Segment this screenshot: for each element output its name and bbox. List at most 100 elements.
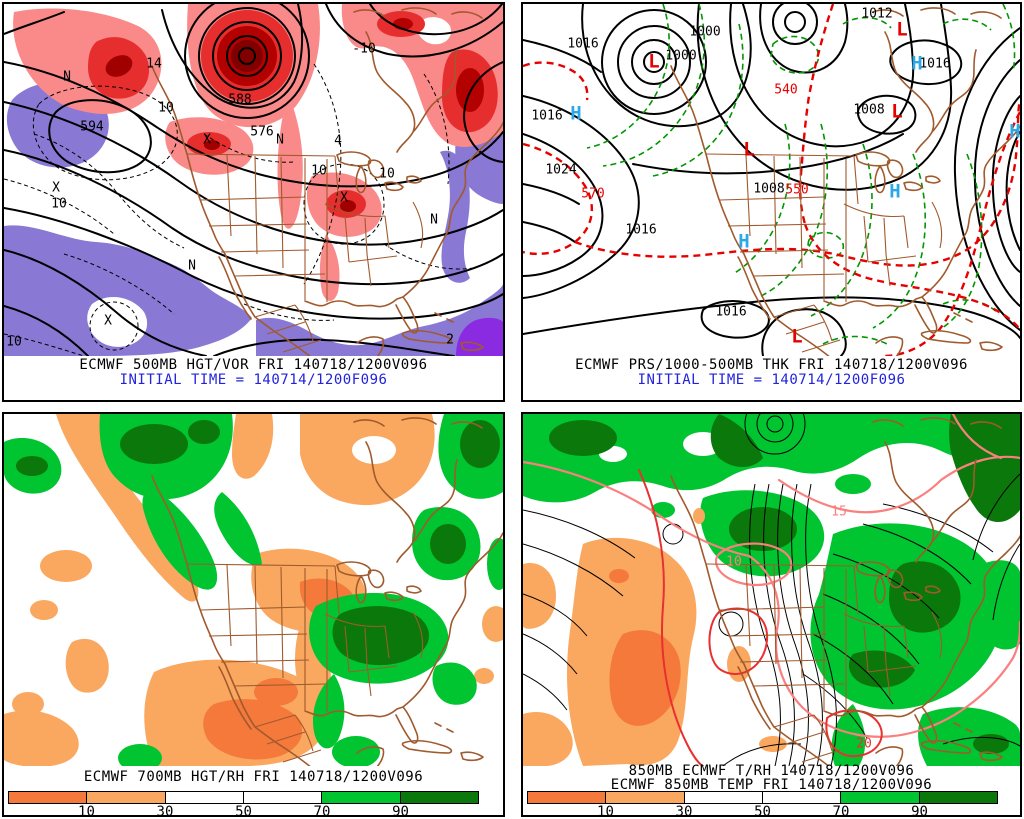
contour-label: X <box>203 132 211 148</box>
map-700mb-hgt-rh <box>4 414 503 766</box>
map-labels-layer-700mb <box>4 414 503 766</box>
contour-label: 1016 <box>625 222 657 238</box>
map-labels-layer-prs: 1016 1000 1000 1012 1016 1008 1024 1016 1016 1008… <box>523 4 1020 356</box>
caption-700mb-forecast: ECMWF 700MB HGT/RH FRI 140718/1200V096 <box>83 769 424 785</box>
contour-label: N <box>188 258 196 274</box>
contour-label: 588 <box>228 92 252 108</box>
contour-label: 1012 <box>861 6 893 22</box>
colorbar-segment <box>684 792 763 803</box>
contour-label: 15 <box>831 504 847 520</box>
contour-label: N <box>276 132 284 148</box>
contour-label: -10 <box>352 41 376 57</box>
colorbar-tick-label: 90 <box>392 804 409 817</box>
map-labels-layer-850mb: 10 15 20 <box>523 414 1020 766</box>
colorbar-tick-label: 10 <box>597 804 614 817</box>
height-contour-layer <box>523 414 1020 766</box>
panel-700mb-hgt-rh: ECMWF 700MB HGT/RH FRI 140718/1200V096 1… <box>2 412 505 817</box>
low-pressure-symbol: L <box>896 18 908 41</box>
high-pressure-symbol: H <box>1009 120 1021 143</box>
high-pressure-symbol: H <box>738 230 750 253</box>
isobar-layer <box>523 4 1020 356</box>
low-pressure-symbol: L <box>648 50 660 73</box>
contour-label: 594 <box>80 119 104 135</box>
contour-label: 1016 <box>531 108 563 124</box>
map-labels-layer-500mb: 594 588 576 -10 14 10 10 10 10 10 4 2 N X N X N N X X <box>4 4 503 356</box>
contour-label: 1008 <box>853 102 885 118</box>
contour-label: 10 <box>6 334 22 350</box>
contour-label: 10 <box>51 196 67 212</box>
colorbar-segment <box>87 792 166 803</box>
caption-850mb-t-rh: 850MB ECMWF T/RH 140718/1200V096 <box>628 763 915 779</box>
contour-label: 1008 <box>753 181 785 197</box>
colorbar-tick-label: 70 <box>313 804 331 817</box>
colorbar-segment <box>9 792 88 803</box>
contour-label: 540 <box>774 82 798 98</box>
colorbar-tick-label: 70 <box>832 804 850 817</box>
temperature-contour-layer <box>523 414 1020 766</box>
caption-850mb-temp: ECMWF 850MB TEMP FRI 140718/1200V096 <box>610 777 933 793</box>
rh-colorbar: 10 30 50 70 90 <box>523 789 1020 815</box>
contour-label: 10 <box>726 554 742 570</box>
colorbar-segment <box>322 792 401 803</box>
colorbar-tick-label: 90 <box>911 804 928 817</box>
panel-850mb-t-rh: 10 15 20 850MB ECMWF T/RH 140718/1200V096 … <box>521 412 1022 817</box>
panel-prs-thickness: 1016 1000 1000 1012 1016 1008 1024 1016 1016 1008… <box>521 2 1022 402</box>
vorticity-contour-layer <box>4 63 475 356</box>
thickness-green-layer <box>586 4 1016 345</box>
low-pressure-symbol: L <box>891 100 903 123</box>
map-850mb-t-rh <box>523 414 1020 766</box>
contour-label: 1000 <box>689 24 721 40</box>
contour-label: X <box>104 313 112 329</box>
contour-label: 20 <box>856 736 872 752</box>
contour-label: 550 <box>785 182 809 198</box>
caption-500mb-forecast: ECMWF 500MB HGT/VOR FRI 140718/1200V096 <box>79 357 428 373</box>
colorbar-scale <box>8 791 479 804</box>
colorbar-scale <box>527 791 998 804</box>
contour-label: 10 <box>158 100 174 116</box>
low-pressure-symbol: L <box>791 325 803 348</box>
colorbar-tick-label: 30 <box>675 804 693 817</box>
caption-500mb-initial-time: INITIAL TIME = 140714/1200F096 <box>119 372 388 388</box>
contour-label: 1016 <box>567 36 599 52</box>
colorbar-segment <box>841 792 920 803</box>
caption-prs-initial-time: INITIAL TIME = 140714/1200F096 <box>637 372 906 388</box>
rh-colorbar: 10 30 50 70 90 <box>4 789 503 815</box>
map-500mb-hgt-vor <box>4 4 503 356</box>
low-pressure-symbol: L <box>743 138 755 161</box>
caption-prs-forecast: ECMWF PRS/1000-500MB THK FRI 140718/1200… <box>575 357 968 373</box>
contour-label: 2 <box>446 332 454 348</box>
contour-label: 14 <box>146 56 162 72</box>
contour-label: 1000 <box>665 48 697 64</box>
contour-label: 1016 <box>715 304 747 320</box>
colorbar-segment <box>243 792 323 803</box>
contour-label: X <box>52 180 60 196</box>
contour-label: 570 <box>581 186 605 202</box>
high-pressure-symbol: H <box>911 52 923 75</box>
map-prs-thickness <box>523 4 1020 356</box>
colorbar-labels: 10 30 50 70 90 <box>527 804 998 817</box>
panel-500mb-hgt-vor: 594 588 576 -10 14 10 10 10 10 10 4 2 N X N X N N X X ECMWF… <box>2 2 505 402</box>
colorbar-tick-label: 50 <box>754 804 771 817</box>
contour-label: 10 <box>311 163 327 179</box>
colorbar-segment <box>528 792 607 803</box>
high-pressure-symbol: H <box>570 102 582 125</box>
colorbar-segment <box>762 792 842 803</box>
contour-label: 4 <box>334 133 342 149</box>
contour-label: 1024 <box>545 162 577 178</box>
colorbar-segment <box>400 792 478 803</box>
colorbar-labels: 10 30 50 70 90 <box>8 804 479 817</box>
colorbar-tick-label: 30 <box>156 804 174 817</box>
high-pressure-symbol: H <box>889 180 901 203</box>
contour-label: 10 <box>379 166 395 182</box>
contour-label: X <box>340 190 348 206</box>
contour-label: 1016 <box>919 56 951 72</box>
contour-label: N <box>63 69 71 85</box>
colorbar-segment <box>165 792 244 803</box>
contour-label: N <box>430 212 438 228</box>
colorbar-segment <box>919 792 997 803</box>
height-contour-layer <box>4 4 503 356</box>
colorbar-tick-label: 10 <box>78 804 95 817</box>
contour-label: 576 <box>250 124 274 140</box>
